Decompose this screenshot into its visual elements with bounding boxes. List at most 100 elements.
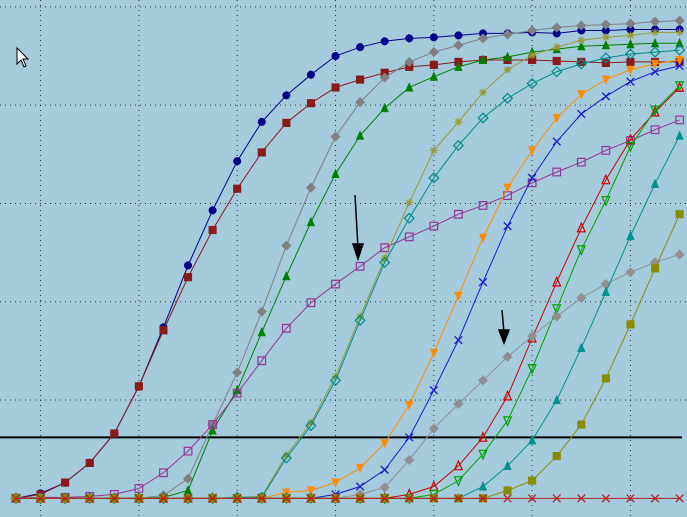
marker xyxy=(478,233,488,244)
marker xyxy=(208,420,218,430)
marker xyxy=(503,51,512,62)
marker xyxy=(650,125,660,135)
marker xyxy=(405,400,414,411)
marker xyxy=(626,494,635,503)
series xyxy=(11,81,685,503)
marker xyxy=(380,102,389,113)
marker xyxy=(526,25,538,36)
marker xyxy=(551,311,562,322)
marker xyxy=(380,37,389,46)
marker xyxy=(405,198,414,207)
marker xyxy=(208,425,217,435)
marker xyxy=(329,374,342,387)
marker xyxy=(454,291,463,302)
series-layer xyxy=(10,15,686,505)
marker xyxy=(650,67,660,77)
marker xyxy=(503,494,512,503)
series-line xyxy=(15,59,680,499)
marker xyxy=(552,394,561,405)
marker xyxy=(527,434,537,445)
marker xyxy=(306,70,315,79)
marker xyxy=(453,398,464,410)
marker xyxy=(601,286,611,296)
marker xyxy=(675,28,684,37)
marker xyxy=(356,43,365,52)
marker xyxy=(182,473,194,484)
marker xyxy=(60,494,70,503)
marker xyxy=(85,458,94,467)
marker xyxy=(502,351,513,362)
marker xyxy=(429,60,438,69)
marker xyxy=(233,184,242,193)
marker xyxy=(306,494,316,503)
marker xyxy=(675,210,684,219)
marker xyxy=(675,130,684,140)
marker xyxy=(528,476,537,485)
marker xyxy=(454,61,463,71)
marker xyxy=(601,494,611,503)
marker xyxy=(208,206,217,215)
marker xyxy=(379,482,390,493)
marker xyxy=(577,57,586,66)
marker xyxy=(675,115,685,125)
marker xyxy=(429,221,439,231)
marker xyxy=(454,118,463,126)
marker xyxy=(428,46,439,58)
marker xyxy=(479,88,487,97)
marker xyxy=(306,99,315,108)
marker xyxy=(429,348,439,359)
marker xyxy=(527,173,537,183)
marker xyxy=(331,83,340,92)
marker xyxy=(183,494,193,503)
marker xyxy=(478,481,488,491)
marker xyxy=(577,494,586,503)
marker xyxy=(552,275,562,287)
marker xyxy=(110,429,119,438)
marker xyxy=(626,77,635,86)
marker xyxy=(183,273,193,282)
marker xyxy=(478,277,488,287)
marker xyxy=(281,323,291,333)
marker xyxy=(453,476,464,487)
mouse-cursor xyxy=(16,46,30,68)
marker xyxy=(305,182,317,193)
marker xyxy=(208,225,217,235)
marker xyxy=(675,55,684,66)
marker xyxy=(625,142,636,153)
marker xyxy=(675,61,684,71)
marker xyxy=(478,54,488,65)
marker xyxy=(428,172,440,184)
marker xyxy=(477,375,489,386)
marker xyxy=(405,34,414,43)
marker xyxy=(626,38,635,49)
marker xyxy=(502,389,513,401)
marker xyxy=(159,326,168,335)
marker xyxy=(404,454,415,466)
marker xyxy=(576,157,586,167)
marker xyxy=(183,446,193,456)
marker xyxy=(478,431,488,442)
marker xyxy=(577,109,586,119)
marker xyxy=(256,306,267,317)
marker xyxy=(601,173,611,185)
marker xyxy=(257,326,266,337)
marker xyxy=(282,118,291,127)
marker xyxy=(405,82,414,92)
marker xyxy=(675,37,684,48)
marker xyxy=(356,312,364,321)
marker xyxy=(430,146,438,155)
marker xyxy=(478,201,488,210)
marker xyxy=(306,216,316,227)
marker xyxy=(454,494,463,503)
marker xyxy=(552,452,561,461)
marker xyxy=(601,196,611,207)
series xyxy=(11,130,684,503)
marker xyxy=(257,356,267,366)
marker xyxy=(282,270,291,281)
marker xyxy=(282,494,291,503)
series xyxy=(11,55,684,503)
marker xyxy=(601,145,611,155)
marker xyxy=(403,212,415,224)
